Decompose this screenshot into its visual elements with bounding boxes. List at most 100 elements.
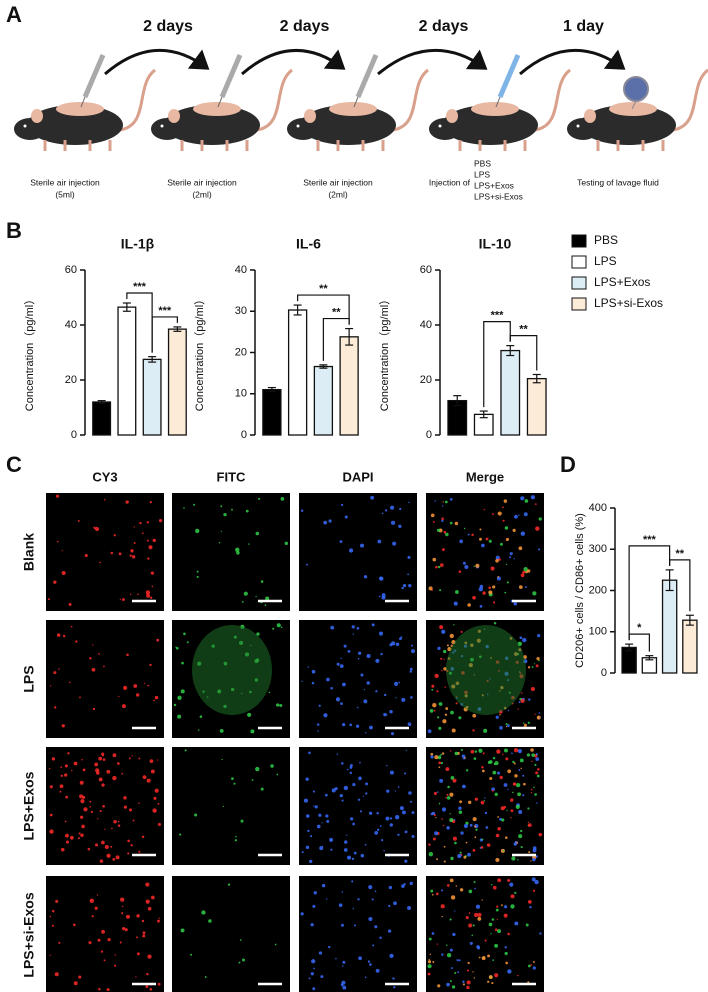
- cell-signal: [245, 509, 249, 513]
- cell-signal: [194, 813, 198, 817]
- cell-signal: [490, 566, 495, 571]
- cell-signal: [428, 958, 430, 961]
- cell-signal: [123, 805, 127, 809]
- cell-signal: [481, 838, 484, 841]
- cell-signal: [377, 539, 382, 544]
- cell-signal: [522, 774, 525, 777]
- cell-signal: [388, 885, 393, 890]
- cell-signal: [353, 924, 356, 927]
- cell-signal: [149, 596, 153, 599]
- row-header: LPS: [21, 665, 37, 692]
- cell-signal: [264, 604, 267, 606]
- cell-signal: [58, 941, 61, 944]
- cell-signal: [93, 526, 96, 529]
- cell-signal: [459, 888, 464, 892]
- cell-signal: [154, 695, 159, 700]
- cell-signal: [98, 653, 100, 655]
- cell-signal: [222, 805, 225, 808]
- column-header: CY3: [92, 469, 117, 484]
- cell-signal: [99, 561, 102, 564]
- cell-signal: [401, 697, 406, 702]
- cell-signal: [184, 749, 187, 752]
- cell-signal: [527, 964, 531, 968]
- legend-label: LPS+Exos: [594, 275, 650, 289]
- cell-signal: [441, 669, 443, 672]
- cell-signal: [532, 857, 536, 862]
- cell-signal: [390, 732, 395, 736]
- cell-signal: [494, 973, 499, 978]
- cell-signal: [445, 707, 449, 710]
- cell-signal: [301, 851, 304, 854]
- y-tick-label: 20: [235, 346, 247, 358]
- cell-signal: [371, 623, 375, 627]
- y-tick-label: 400: [589, 502, 607, 514]
- cell-signal: [328, 519, 332, 523]
- cell-signal: [193, 503, 196, 506]
- micrograph-bg: [426, 493, 544, 611]
- cell-signal: [369, 963, 372, 966]
- cell-signal: [314, 805, 318, 809]
- cell-signal: [89, 898, 94, 903]
- cell-signal: [97, 818, 99, 820]
- cell-signal: [455, 885, 458, 887]
- cell-signal: [101, 840, 105, 845]
- cell-signal: [427, 729, 432, 734]
- cell-signal: [483, 800, 486, 802]
- syringe: [219, 54, 243, 98]
- error-bar: [97, 400, 106, 404]
- cell-signal: [368, 811, 373, 815]
- cell-signal: [136, 914, 140, 918]
- cell-signal: [479, 537, 482, 541]
- cell-signal: [526, 569, 531, 573]
- cell-signal: [452, 778, 457, 783]
- cell-signal: [491, 789, 494, 792]
- cell-signal: [457, 853, 462, 859]
- chart-title: IL-1β: [121, 236, 155, 252]
- cell-signal: [127, 839, 130, 843]
- cell-signal: [389, 953, 394, 958]
- cell-signal: [411, 649, 415, 654]
- cell-signal: [334, 787, 338, 791]
- cell-signal: [468, 889, 473, 894]
- cell-signal: [493, 601, 496, 604]
- cell-signal: [385, 714, 388, 716]
- cell-signal: [514, 514, 518, 519]
- cell-signal: [518, 809, 523, 814]
- cell-signal: [428, 937, 432, 941]
- cell-signal: [443, 845, 446, 848]
- cell-signal: [186, 641, 189, 644]
- cell-signal: [73, 981, 78, 986]
- cell-signal: [513, 842, 517, 846]
- chart-title: IL-6: [296, 236, 321, 252]
- significance-label: **: [675, 548, 684, 560]
- cell-signal: [371, 898, 374, 901]
- cell-signal: [301, 680, 303, 683]
- cell-signal: [504, 836, 508, 839]
- cell-signal: [119, 941, 122, 944]
- cell-signal: [280, 626, 283, 629]
- cell-signal: [531, 753, 535, 757]
- cell-signal: [336, 662, 340, 666]
- cell-signal: [518, 834, 523, 839]
- cell-signal: [499, 714, 501, 716]
- cell-signal: [151, 585, 154, 588]
- cell-signal: [119, 598, 121, 600]
- cell-signal: [467, 533, 470, 536]
- cell-signal: [276, 773, 279, 776]
- cell-signal: [311, 959, 316, 964]
- mouse-tail: [534, 68, 572, 132]
- cell-signal: [481, 956, 486, 961]
- cell-signal: [503, 783, 508, 787]
- cell-signal: [484, 811, 488, 815]
- cell-signal: [55, 494, 60, 498]
- cell-signal: [512, 782, 517, 786]
- cell-signal: [531, 877, 536, 882]
- cell-signal: [115, 855, 120, 860]
- cell-signal: [303, 798, 308, 803]
- cell-signal: [494, 928, 498, 931]
- cell-signal: [473, 565, 475, 568]
- cell-signal: [483, 508, 486, 511]
- cell-signal: [82, 768, 86, 772]
- cell-signal: [394, 790, 396, 792]
- cell-signal: [452, 836, 457, 841]
